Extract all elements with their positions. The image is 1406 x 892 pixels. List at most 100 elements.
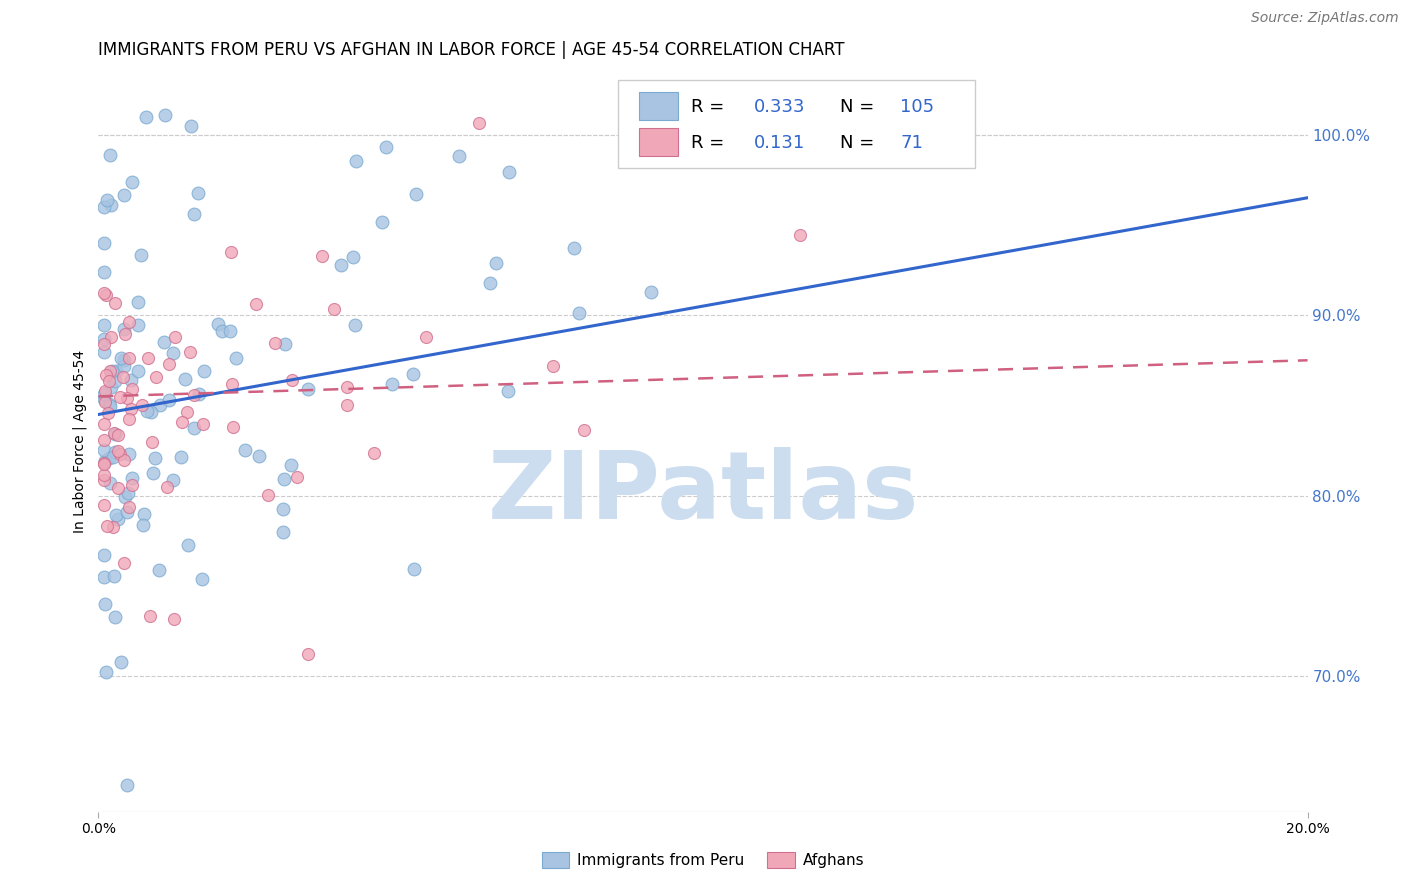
Y-axis label: In Labor Force | Age 45-54: In Labor Force | Age 45-54 (73, 350, 87, 533)
Point (93, 454, 115, 468)
Point (280, 458, 302, 473)
Point (98, 399, 121, 413)
Point (280, 373, 302, 387)
Point (335, 380, 357, 394)
Point (131, 248, 153, 262)
Point (145, 369, 167, 384)
Point (118, 446, 141, 460)
Text: IMMIGRANTS FROM PERU VS AFGHAN IN LABOR FORCE | AGE 45-54 CORRELATION CHART: IMMIGRANTS FROM PERU VS AFGHAN IN LABOR … (98, 41, 845, 59)
Point (264, 335, 287, 350)
Point (104, 445, 127, 459)
Point (100, 329, 122, 343)
FancyBboxPatch shape (619, 80, 976, 168)
Point (172, 415, 194, 429)
Point (207, 317, 229, 331)
Point (93, 457, 115, 471)
Point (143, 450, 166, 465)
Point (103, 569, 125, 583)
Point (93, 318, 115, 332)
Point (176, 404, 198, 418)
Point (374, 140, 396, 154)
Point (114, 490, 136, 504)
Point (153, 108, 176, 122)
Point (285, 470, 308, 484)
Point (187, 387, 209, 401)
Point (138, 351, 160, 366)
Point (93, 286, 115, 301)
Point (101, 520, 124, 534)
Point (233, 443, 256, 458)
Point (100, 380, 122, 394)
Point (297, 382, 319, 396)
Point (415, 329, 437, 343)
Point (344, 318, 367, 332)
Point (93, 345, 115, 359)
Point (271, 502, 294, 516)
Point (107, 427, 129, 442)
Point (132, 517, 155, 532)
Point (118, 315, 141, 329)
Point (157, 357, 180, 371)
Point (93, 456, 115, 470)
Point (93, 468, 115, 483)
Point (187, 186, 209, 201)
Point (193, 364, 215, 378)
Point (789, 228, 811, 243)
Point (273, 472, 295, 486)
Point (121, 382, 143, 396)
Point (93, 473, 115, 487)
Point (127, 318, 149, 333)
Point (117, 505, 139, 519)
Point (245, 297, 267, 311)
Point (98, 450, 121, 465)
Point (225, 351, 247, 365)
Point (174, 372, 197, 386)
Point (183, 421, 205, 435)
Point (183, 207, 205, 221)
Point (363, 446, 385, 460)
Point (564, 241, 586, 255)
Point (274, 336, 297, 351)
Point (105, 508, 128, 522)
Point (344, 153, 367, 168)
Point (118, 412, 141, 426)
Point (127, 364, 149, 378)
Point (100, 197, 122, 211)
Point (121, 478, 143, 492)
Point (157, 393, 180, 408)
Bar (638, 128, 678, 156)
Point (120, 373, 142, 387)
Point (541, 359, 564, 373)
Point (93, 433, 115, 447)
Point (219, 324, 242, 338)
Point (108, 447, 131, 461)
Point (381, 376, 404, 391)
Point (103, 425, 125, 440)
Legend: Immigrants from Peru, Afghans: Immigrants from Peru, Afghans (536, 846, 870, 874)
Point (93, 265, 115, 279)
Text: Source: ZipAtlas.com: Source: ZipAtlas.com (1251, 11, 1399, 25)
Point (98, 374, 121, 388)
Text: 71: 71 (900, 134, 922, 153)
Point (110, 390, 132, 404)
Point (640, 285, 662, 299)
Point (110, 655, 132, 669)
Point (371, 215, 394, 229)
Point (98, 363, 121, 377)
Point (111, 370, 134, 384)
Point (323, 302, 346, 317)
Point (112, 359, 135, 373)
Point (93, 417, 115, 431)
Text: 105: 105 (900, 98, 934, 116)
Point (179, 344, 201, 359)
Point (180, 119, 202, 133)
Text: ZIPatlas: ZIPatlas (488, 448, 918, 540)
Point (98, 475, 121, 490)
Point (93, 387, 115, 401)
Point (121, 471, 143, 485)
Point (94, 384, 117, 398)
Point (219, 245, 242, 260)
Point (162, 346, 184, 360)
Point (107, 481, 129, 495)
Text: R =: R = (690, 134, 724, 153)
